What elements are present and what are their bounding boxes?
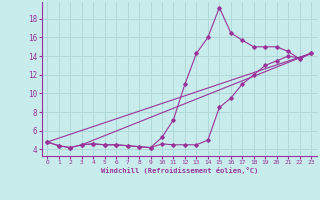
X-axis label: Windchill (Refroidissement éolien,°C): Windchill (Refroidissement éolien,°C) — [100, 167, 258, 174]
